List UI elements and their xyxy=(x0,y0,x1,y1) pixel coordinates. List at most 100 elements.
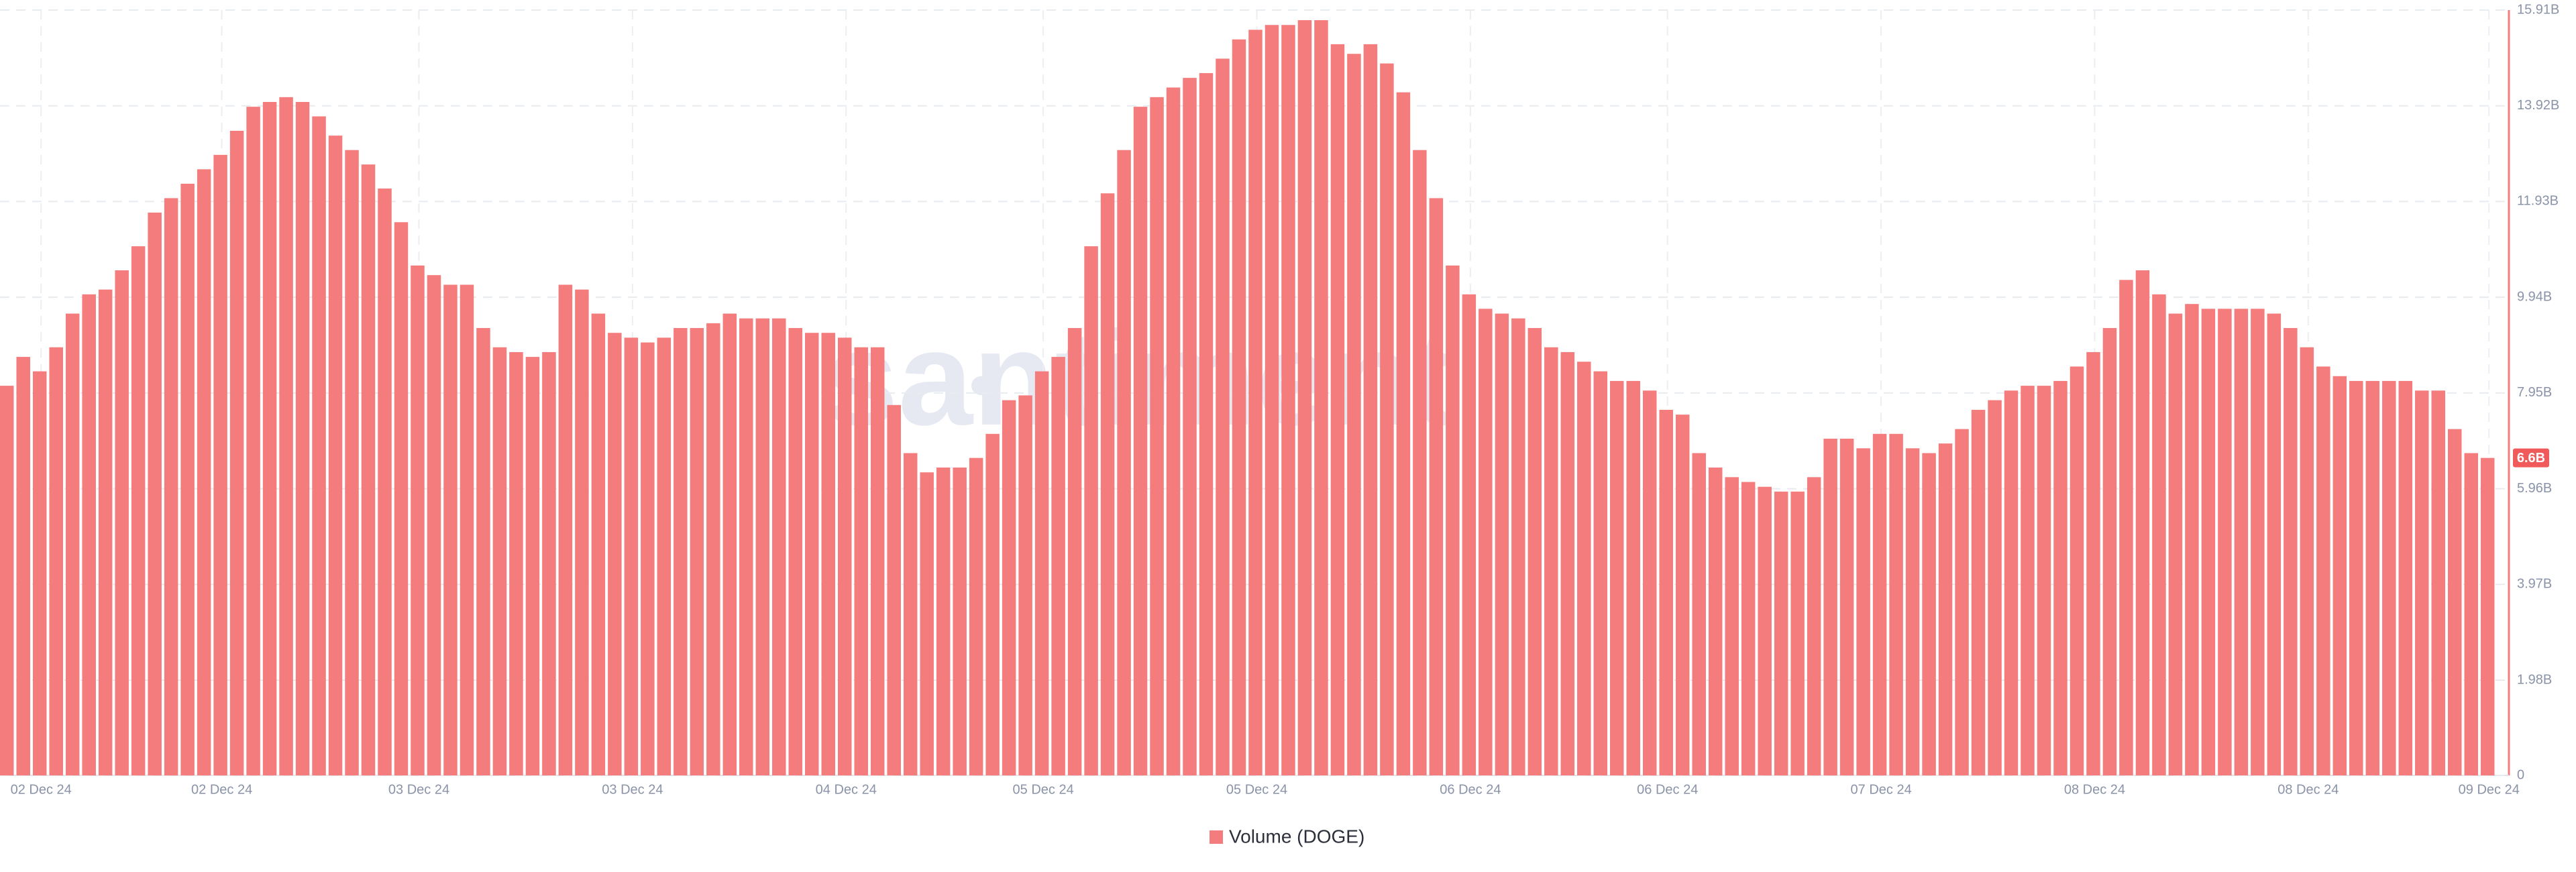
y-tick-label: 0 xyxy=(2517,767,2524,782)
bar xyxy=(115,270,129,775)
bar xyxy=(2415,390,2429,775)
bar xyxy=(1330,44,1345,775)
bar xyxy=(443,284,458,775)
bar xyxy=(246,107,260,776)
bar xyxy=(1659,409,1673,775)
bar xyxy=(1495,313,1509,775)
bar xyxy=(1560,351,1575,775)
bar xyxy=(2480,457,2495,775)
bar xyxy=(131,246,146,775)
bar xyxy=(706,323,720,776)
bar xyxy=(1955,429,1969,775)
bar xyxy=(1807,477,1821,775)
y-tick-label: 9.94B xyxy=(2517,289,2552,304)
bar xyxy=(2201,309,2216,776)
bar xyxy=(1396,92,1411,776)
bar xyxy=(1872,433,1887,775)
bar xyxy=(2365,380,2380,775)
bar xyxy=(903,453,918,775)
bar xyxy=(624,337,639,776)
x-tick-label: 02 Dec 24 xyxy=(11,782,72,797)
bar xyxy=(1281,25,1295,775)
bar xyxy=(65,313,80,775)
bar xyxy=(953,468,967,775)
bar xyxy=(2234,309,2249,776)
bar xyxy=(1823,438,1837,775)
bar xyxy=(1577,362,1591,775)
bar xyxy=(1232,39,1246,775)
y-tick-label: 15.91B xyxy=(2517,2,2559,17)
bar xyxy=(739,318,753,775)
bar xyxy=(1905,448,1920,775)
bar xyxy=(1856,448,1870,775)
x-tick-label: 03 Dec 24 xyxy=(388,782,449,797)
bar xyxy=(1100,193,1115,776)
bar xyxy=(2185,304,2199,775)
bar xyxy=(920,472,934,775)
bar xyxy=(1511,318,1525,775)
bar xyxy=(2448,429,2462,775)
bar xyxy=(2300,347,2314,775)
bar xyxy=(1774,491,1788,775)
bar xyxy=(575,289,589,775)
bar xyxy=(1380,63,1394,776)
legend-label: Volume (DOGE) xyxy=(1229,826,1364,847)
x-tick-label: 08 Dec 24 xyxy=(2064,782,2125,797)
bar xyxy=(361,164,376,776)
y-tick-label: 7.95B xyxy=(2517,385,2552,400)
bar xyxy=(608,333,622,775)
x-tick-label: 04 Dec 24 xyxy=(816,782,877,797)
bar xyxy=(690,328,704,775)
bar xyxy=(525,357,540,775)
bar xyxy=(2102,328,2117,775)
bar xyxy=(2431,390,2446,775)
bar xyxy=(1002,400,1016,775)
bar xyxy=(591,313,606,775)
bar xyxy=(1988,400,2002,775)
bar xyxy=(2152,294,2166,776)
bar xyxy=(345,150,359,776)
bar xyxy=(2332,376,2347,775)
bar xyxy=(1150,97,1164,775)
bar xyxy=(295,101,310,776)
bar xyxy=(2135,270,2150,775)
bar xyxy=(2021,386,2035,775)
bar xyxy=(1708,468,1723,775)
bar xyxy=(1133,107,1148,776)
y-tick-label: 1.98B xyxy=(2517,672,2552,687)
bar xyxy=(0,386,14,775)
bar xyxy=(460,284,474,775)
y-tick-label: 3.97B xyxy=(2517,577,2552,592)
bar xyxy=(148,212,162,775)
y-tick-label: 5.96B xyxy=(2517,481,2552,496)
bar xyxy=(1413,150,1427,776)
bar xyxy=(1216,58,1230,775)
bar xyxy=(1314,20,1328,776)
bar xyxy=(2316,366,2330,775)
bar xyxy=(1544,347,1558,775)
bar xyxy=(1758,486,1772,775)
bar xyxy=(1248,30,1263,775)
bar xyxy=(1610,380,1624,775)
bar xyxy=(2168,313,2183,775)
bar xyxy=(936,468,951,775)
bar xyxy=(2382,380,2396,775)
y-tick-label: 13.92B xyxy=(2517,98,2559,113)
bar xyxy=(1790,491,1805,775)
labels: 0 1.98B 3.97B 5.96B 7.95B 9.94B 11.93B 13.92B 15… xyxy=(11,2,2560,797)
bar xyxy=(1363,44,1378,775)
bar xyxy=(98,289,113,775)
bar xyxy=(1971,409,1986,775)
bar xyxy=(411,265,425,776)
bar xyxy=(558,284,573,775)
bar xyxy=(1479,309,1493,776)
bar xyxy=(279,97,293,775)
x-tick-label: 03 Dec 24 xyxy=(602,782,663,797)
bar xyxy=(837,337,852,776)
bar xyxy=(641,342,655,775)
bar xyxy=(2119,280,2133,776)
bar xyxy=(969,457,983,775)
bar xyxy=(870,347,885,775)
bar xyxy=(1889,433,1903,775)
